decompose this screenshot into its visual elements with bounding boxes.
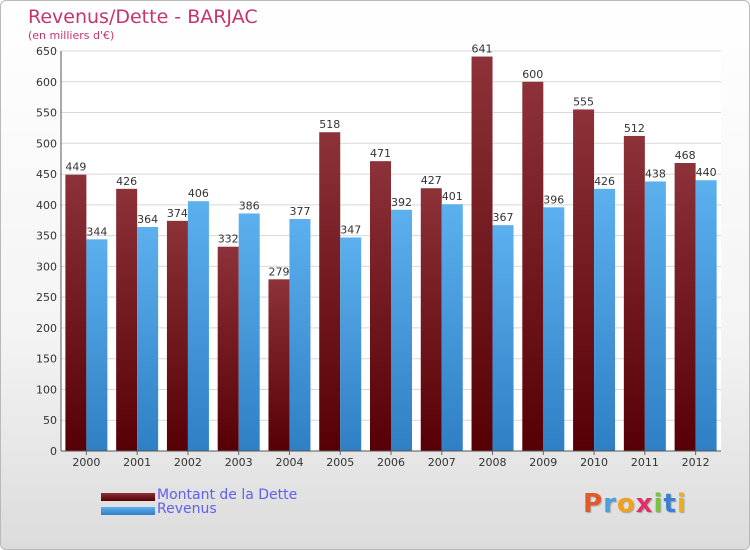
bar-dette <box>217 246 239 451</box>
bar-revenus <box>391 209 412 451</box>
bar-dette <box>268 279 290 451</box>
data-label-dette: 449 <box>65 161 86 174</box>
data-label-revenus: 367 <box>493 211 514 224</box>
data-label-dette: 641 <box>472 43 493 56</box>
bar-revenus <box>695 180 717 451</box>
bar-dette <box>471 56 493 452</box>
bar-revenus <box>492 225 514 451</box>
x-tick-label: 2007 <box>428 456 456 469</box>
data-label-revenus: 396 <box>543 193 564 206</box>
x-tick-label: 2011 <box>631 456 659 469</box>
data-label-revenus: 392 <box>391 196 412 209</box>
y-tick-label: 650 <box>36 45 57 58</box>
legend-swatch-debt <box>101 493 155 501</box>
logo-letter: P <box>583 489 604 519</box>
data-label-dette: 426 <box>116 175 137 188</box>
data-label-revenus: 364 <box>137 213 158 226</box>
y-tick-label: 100 <box>36 383 57 396</box>
data-label-dette: 468 <box>675 149 696 162</box>
logo-letter: i <box>676 489 687 519</box>
bar-dette <box>674 163 696 451</box>
bar-revenus <box>594 188 616 451</box>
data-label-revenus: 440 <box>696 166 717 179</box>
bar-dette <box>166 220 188 451</box>
data-label-dette: 279 <box>268 265 289 278</box>
data-label-revenus: 386 <box>239 199 260 212</box>
x-tick-label: 2009 <box>529 456 557 469</box>
data-label-revenus: 377 <box>289 205 310 218</box>
proxiti-logo: Proxiti <box>583 489 687 519</box>
bar-dette <box>623 135 645 451</box>
bar-revenus <box>86 239 108 451</box>
data-label-revenus: 438 <box>645 167 666 180</box>
bar-dette <box>65 174 87 451</box>
data-label-dette: 471 <box>370 147 391 160</box>
y-tick-label: 250 <box>36 291 57 304</box>
y-tick-label: 0 <box>50 445 57 458</box>
legend-label-debt: Montant de la Dette <box>157 487 298 503</box>
bar-dette <box>420 188 442 451</box>
x-tick-label: 2002 <box>174 456 202 469</box>
legend-label-revenus: Revenus <box>157 501 217 517</box>
data-label-dette: 555 <box>573 95 594 108</box>
y-tick-label: 600 <box>36 76 57 89</box>
x-tick-label: 2008 <box>479 456 507 469</box>
logo-letter: t <box>663 489 677 519</box>
data-label-revenus: 344 <box>86 225 107 238</box>
chart-subtitle: (en milliers d'€) <box>28 29 115 42</box>
data-label-revenus: 426 <box>594 175 615 188</box>
bar-revenus <box>340 237 362 451</box>
bar-dette <box>522 81 544 452</box>
data-label-dette: 427 <box>421 174 442 187</box>
x-tick-label: 2000 <box>72 456 100 469</box>
logo-letter: o <box>616 489 636 519</box>
data-label-revenus: 347 <box>340 223 361 236</box>
x-tick-label: 2010 <box>580 456 608 469</box>
bar-dette <box>573 109 595 451</box>
y-tick-label: 500 <box>36 137 57 150</box>
x-tick-label: 2005 <box>326 456 354 469</box>
y-tick-label: 200 <box>36 322 57 335</box>
bar-dette <box>319 132 341 451</box>
logo-letter: r <box>603 489 617 519</box>
bar-revenus <box>187 201 209 451</box>
x-tick-label: 2012 <box>682 456 710 469</box>
y-tick-label: 50 <box>43 414 57 427</box>
data-label-dette: 600 <box>522 68 543 81</box>
bar-revenus <box>137 227 159 451</box>
bar-revenus <box>441 204 463 451</box>
data-label-dette: 518 <box>319 118 340 131</box>
bar-revenus <box>238 213 260 451</box>
y-tick-label: 150 <box>36 353 57 366</box>
legend-swatch-revenus <box>101 507 155 515</box>
bar-revenus <box>543 207 565 451</box>
data-label-revenus: 406 <box>188 187 209 200</box>
bar-dette <box>370 161 391 451</box>
logo-letter: x <box>635 489 654 519</box>
x-tick-label: 2004 <box>275 456 303 469</box>
x-tick-label: 2003 <box>225 456 253 469</box>
x-tick-label: 2006 <box>377 456 405 469</box>
y-tick-label: 300 <box>36 260 57 273</box>
bar-revenus <box>644 181 666 451</box>
y-tick-label: 550 <box>36 107 57 120</box>
bar-revenus <box>289 219 311 451</box>
y-tick-label: 350 <box>36 230 57 243</box>
bar-dette <box>116 188 138 451</box>
chart-title: Revenus/Dette - BARJAC <box>28 6 258 28</box>
data-label-dette: 374 <box>167 207 188 220</box>
y-tick-label: 400 <box>36 199 57 212</box>
x-tick-label: 2001 <box>123 456 151 469</box>
data-label-dette: 332 <box>218 233 239 246</box>
data-label-revenus: 401 <box>442 190 463 203</box>
logo-letter: i <box>653 489 664 519</box>
y-tick-label: 450 <box>36 168 57 181</box>
data-label-dette: 512 <box>624 122 645 135</box>
